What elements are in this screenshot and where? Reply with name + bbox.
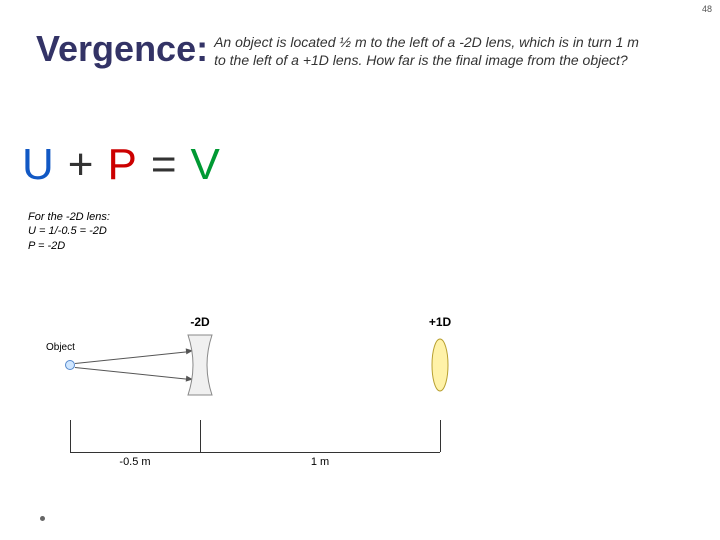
- object-point: [65, 360, 75, 370]
- vergence-formula: U + P = V: [22, 140, 220, 190]
- dim-tick: [70, 420, 71, 452]
- lens2-converging: [430, 337, 450, 393]
- formula-p: P: [107, 140, 136, 190]
- work-line-3: P = -2D: [28, 239, 110, 253]
- page-number: 48: [702, 4, 712, 14]
- work-line-1: For the -2D lens:: [28, 210, 110, 224]
- formula-u: U: [22, 140, 54, 190]
- work-line-2: U = 1/-0.5 = -2D: [28, 224, 110, 238]
- lens1-label: -2D: [190, 315, 209, 329]
- ray-upper: [75, 351, 190, 364]
- formula-eq: =: [151, 140, 177, 190]
- dim-tick: [440, 420, 441, 452]
- dim2-label: 1 m: [311, 456, 329, 468]
- bullet-icon: [40, 516, 45, 521]
- formula-plus: +: [68, 140, 94, 190]
- title-word: Vergence:: [36, 28, 208, 70]
- dim-bar: [70, 452, 200, 453]
- title-row: Vergence: An object is located ½ m to th…: [36, 28, 690, 70]
- object-label: Object: [46, 342, 75, 353]
- formula-v: V: [191, 140, 220, 190]
- dim1-label: -0.5 m: [119, 456, 150, 468]
- dim-tick: [200, 420, 201, 452]
- lens2-label: +1D: [429, 315, 451, 329]
- dim-bar: [200, 452, 440, 453]
- work-box: For the -2D lens: U = 1/-0.5 = -2D P = -…: [28, 210, 110, 253]
- lens1-diverging: [184, 333, 216, 397]
- problem-text: An object is located ½ m to the left of …: [214, 34, 654, 69]
- ray-lower: [75, 367, 190, 380]
- optics-diagram: Object -2D +1D -0.5 m 1 m: [40, 300, 520, 500]
